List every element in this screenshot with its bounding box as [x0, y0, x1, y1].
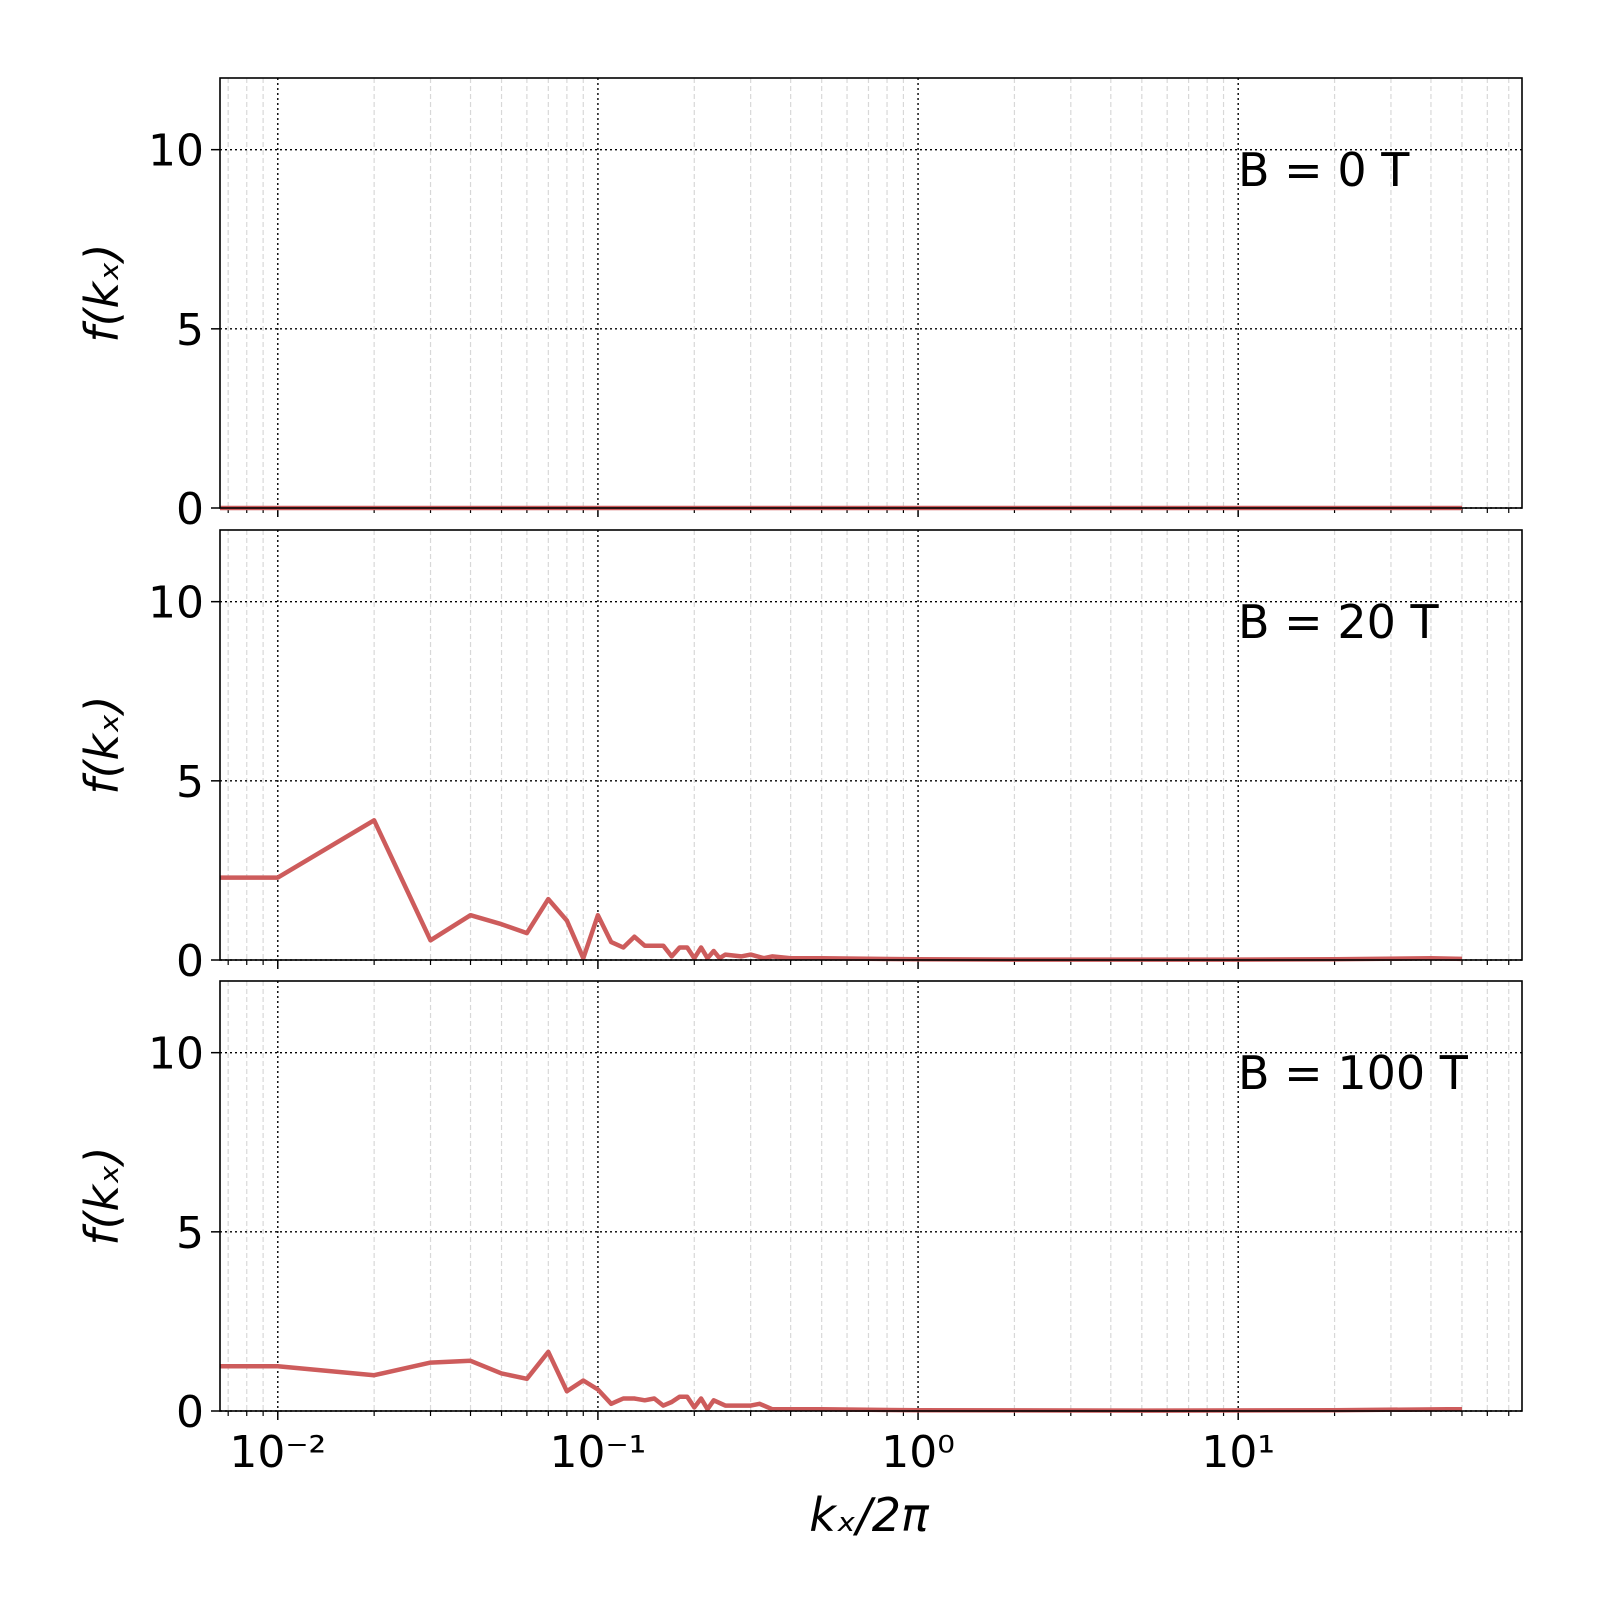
annotation: B = 0 T — [1238, 143, 1410, 197]
data-line — [220, 818, 1463, 962]
x-tick-label: 10¹ — [1201, 1427, 1275, 1478]
y-tick-label: 10 — [148, 1029, 204, 1080]
plot-frame — [219, 77, 1523, 509]
x-axis-label: kₓ/2π — [809, 1488, 930, 1542]
y-axis-label: f(kₓ) — [75, 1146, 129, 1245]
x-tick-label: 10⁻¹ — [549, 1427, 646, 1478]
y-tick-label: 0 — [176, 484, 204, 535]
x-tick-label: 10⁻² — [229, 1427, 326, 1478]
x-tick-label: 10⁰ — [881, 1427, 955, 1478]
y-tick-label: 5 — [176, 305, 204, 356]
y-tick-label: 10 — [148, 126, 204, 177]
y-tick-label: 0 — [176, 1387, 204, 1438]
data-line — [220, 1349, 1462, 1413]
plot-frame — [219, 529, 1523, 961]
y-axis-label: f(kₓ) — [75, 243, 129, 342]
y-tick-label: 10 — [148, 578, 204, 629]
y-tick-label: 5 — [176, 757, 204, 808]
annotation: B = 100 T — [1238, 1046, 1469, 1100]
y-tick-label: 0 — [176, 936, 204, 987]
y-tick-label: 5 — [176, 1208, 204, 1259]
plot-frame — [219, 980, 1523, 1412]
y-axis-label: f(kₓ) — [75, 695, 129, 794]
annotation: B = 20 T — [1238, 595, 1440, 649]
